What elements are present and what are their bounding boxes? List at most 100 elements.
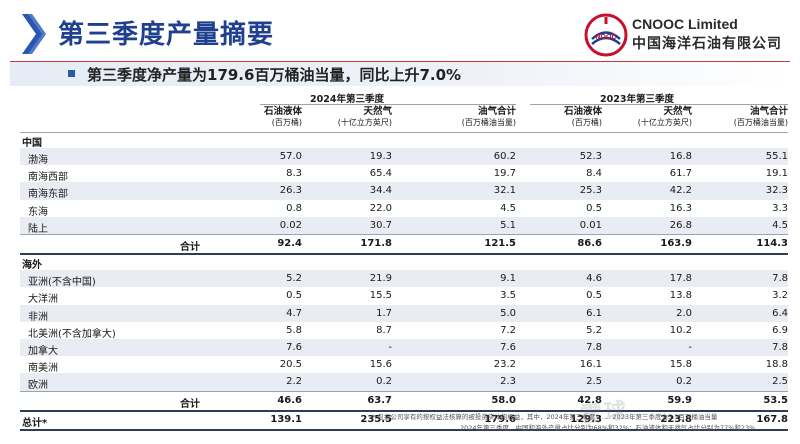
table-cell: 5.2 <box>286 273 302 285</box>
table-cell: 16.3 <box>669 202 692 214</box>
table-cell: 42.2 <box>669 185 692 197</box>
table-cell: 52.3 <box>579 151 602 162</box>
column-name: 天然气 <box>663 106 692 117</box>
table-cell: 5.0 <box>500 307 516 319</box>
table-cell: 0.5 <box>286 290 302 302</box>
cnooc-logo-icon: NOOC <box>584 13 628 57</box>
table-cell: 0.5 <box>586 202 602 214</box>
table-cell: 15.5 <box>369 290 392 302</box>
table-cell: 2.3 <box>500 376 516 388</box>
table-cell: 4.7 <box>286 307 302 319</box>
table-cell: 22.0 <box>369 202 392 214</box>
section-header-china: 中国 <box>20 134 788 149</box>
table-cell: 5.8 <box>286 324 302 336</box>
table-cell: 13.8 <box>669 290 692 302</box>
table-cell: 163.9 <box>660 238 692 249</box>
column-name: 油气合计 <box>477 106 516 117</box>
row-label: 合计 <box>180 398 200 410</box>
table-cell: 129.3 <box>570 413 602 425</box>
divider <box>20 253 788 256</box>
table-cell: 8.4 <box>586 168 602 180</box>
table-cell: 25.3 <box>579 185 602 197</box>
bullet-icon <box>68 70 75 77</box>
table-cell: 63.7 <box>367 394 392 406</box>
table-row: 大洋洲 0.5 15.5 3.5 0.5 13.8 3.2 <box>20 290 788 307</box>
column-header: 天然气 (十亿立方英尺) <box>310 106 392 128</box>
section-label: 海外 <box>22 260 42 272</box>
table-cell: 16.1 <box>579 359 602 371</box>
table-cell: 5.1 <box>500 219 516 231</box>
subtitle-banner: 第三季度净产量为179.6百万桶油当量，同比上升7.0% <box>10 62 790 86</box>
row-label: 大洋洲 <box>28 294 58 306</box>
table-cell: 32.3 <box>765 185 788 197</box>
table-cell: 235.5 <box>360 413 392 425</box>
table-cell: 26.8 <box>669 219 692 231</box>
row-label: 合计 <box>180 242 200 253</box>
table-cell: 7.8 <box>772 273 788 285</box>
section-header-overseas: 海外 <box>20 256 788 272</box>
divider <box>530 104 788 105</box>
row-label: 北美洲(不含加拿大) <box>28 328 116 340</box>
table-cell: 42.8 <box>577 394 602 406</box>
footnote-line: * 包括公司享有的按权益法核算的被投资实体的权益，其中，2024年第三季度 ……… <box>372 413 718 421</box>
column-unit: (十亿立方英尺) <box>337 118 392 127</box>
row-label: 总计* <box>22 417 48 429</box>
table-cell: 18.8 <box>765 359 788 371</box>
table-cell: 26.3 <box>279 185 302 197</box>
divider <box>20 390 788 392</box>
row-label: 南海东部 <box>28 189 68 201</box>
table-cell: 1.7 <box>376 307 392 319</box>
column-header-row: 石油液体 (百万桶) 天然气 (十亿立方英尺) 油气合计 (百万桶油当量) 石油液体(… <box>20 106 788 132</box>
footnote: * 包括公司享有的按权益法核算的被投资实体的权益，其中，2024年第三季度 ……… <box>372 412 792 434</box>
table-cell: 5.2 <box>586 324 602 336</box>
subtotal-row-overseas: 合计 46.6 63.7 58.0 42.8 59.9 53.5 <box>20 395 788 412</box>
table-cell: 30.7 <box>369 219 392 231</box>
subtotal-row-china: 合计 92.4 171.8 121.5 86.6 163.9 114.3 <box>20 238 788 255</box>
row-label: 加拿大 <box>28 346 58 357</box>
table-cell: 167.8 <box>756 413 788 425</box>
table-cell: 7.6 <box>286 342 302 353</box>
table-row: 亚洲(不含中国) 5.2 21.9 9.1 4.6 17.8 7.8 <box>20 273 788 290</box>
table-cell: 59.9 <box>667 394 692 406</box>
table-row: 南海西部 8.3 65.4 19.7 8.4 61.7 19.1 <box>20 168 788 185</box>
table-cell: 60.2 <box>493 151 516 162</box>
row-label: 陆上 <box>28 223 48 235</box>
column-name: 石油液体 <box>563 106 602 117</box>
column-unit: (百万桶油当量) <box>733 118 788 127</box>
table-cell: 2.5 <box>586 376 602 388</box>
table-cell: 3.2 <box>772 290 788 302</box>
table-cell: 65.4 <box>369 168 392 180</box>
table-cell: 92.4 <box>277 238 302 249</box>
footnote-line: 2024年第三季度，中国和海外产量占比分别为68%和32%；石油液体和天然气占比… <box>460 424 756 432</box>
table-cell: 19.3 <box>369 151 392 162</box>
company-name-cn: 中国海洋石油有限公司 <box>632 36 782 52</box>
column-unit: (百万桶) <box>271 118 302 127</box>
table-cell: 58.0 <box>491 394 516 406</box>
table-cell: 86.6 <box>577 238 602 249</box>
column-name: 油气合计 <box>749 106 788 117</box>
table-cell: 6.1 <box>586 307 602 319</box>
table-cell: 0.2 <box>676 376 692 388</box>
table-cell: 55.1 <box>765 151 788 162</box>
table-row: 陆上 0.02 30.7 5.1 0.01 26.8 4.5 <box>20 220 788 237</box>
period-2023-label: 2023年第三季度 <box>600 94 674 105</box>
table-row: 北美洲(不含加拿大) 5.8 8.7 7.2 5.2 10.2 6.9 <box>20 325 788 342</box>
table-cell: 32.1 <box>493 185 516 197</box>
table-cell: - <box>388 342 392 353</box>
table-cell: 179.6 <box>484 413 516 425</box>
row-band <box>20 304 788 322</box>
table-cell: 0.01 <box>579 219 602 231</box>
column-header: 油气合计 (百万桶油当量) <box>688 106 788 128</box>
subtitle-text: 第三季度净产量为179.6百万桶油当量，同比上升7.0% <box>87 66 462 84</box>
table-cell: 61.7 <box>669 168 692 180</box>
table-cell: 8.7 <box>376 324 392 336</box>
column-unit: (百万桶) <box>571 118 602 127</box>
table-row: 东海 0.8 22.0 4.5 0.5 16.3 3.3 <box>20 203 788 220</box>
table-cell: 15.8 <box>669 359 692 371</box>
table-cell: 2.5 <box>772 376 788 388</box>
table-cell: 3.3 <box>772 202 788 214</box>
row-label: 欧洲 <box>28 380 48 392</box>
table-cell: 19.1 <box>765 168 788 180</box>
section-label: 中国 <box>22 138 42 149</box>
